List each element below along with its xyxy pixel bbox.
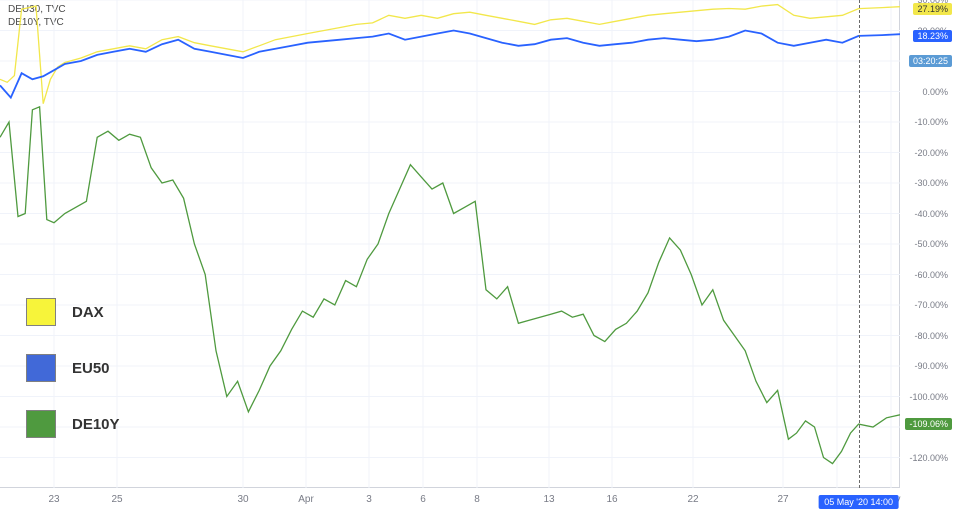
y-tick-label: 0.00% — [922, 87, 948, 97]
legend-swatch — [26, 354, 56, 382]
legend: DAX EU50 DE10Y — [26, 298, 120, 466]
legend-label: DAX — [72, 304, 104, 321]
series-dax — [0, 5, 900, 104]
value-tag-dax: 27.19% — [913, 3, 952, 15]
legend-row: EU50 — [26, 354, 120, 382]
legend-label: DE10Y — [72, 416, 120, 433]
legend-label: EU50 — [72, 360, 110, 377]
y-tick-label: -70.00% — [914, 300, 948, 310]
y-tick-label: -120.00% — [909, 453, 948, 463]
y-tick-label: -80.00% — [914, 331, 948, 341]
countdown-tag: 03:20:25 — [909, 55, 952, 67]
y-tick-label: -40.00% — [914, 209, 948, 219]
crosshair-vertical — [859, 0, 860, 488]
y-tick-label: -60.00% — [914, 270, 948, 280]
series-group — [0, 5, 900, 464]
y-tick-label: -10.00% — [914, 117, 948, 127]
x-axis[interactable]: 232530Apr3681316222729May05 May '20 14:0… — [0, 488, 900, 512]
legend-row: DAX — [26, 298, 120, 326]
x-tick-label: 25 — [111, 494, 122, 505]
value-tag-eu50: 18.23% — [913, 30, 952, 42]
chart-container: DEU30, TVC DE10Y, TVC 30.00%20.00%10.00%… — [0, 0, 954, 512]
legend-row: DE10Y — [26, 410, 120, 438]
x-tick-label: 30 — [237, 494, 248, 505]
x-tick-label: 27 — [777, 494, 788, 505]
y-axis[interactable]: 30.00%20.00%10.00%0.00%-10.00%-20.00%-30… — [900, 0, 954, 488]
y-tick-label: -90.00% — [914, 361, 948, 371]
value-tag-de10y: -109.06% — [905, 418, 952, 430]
x-tick-label: 3 — [366, 494, 372, 505]
y-tick-label: -50.00% — [914, 239, 948, 249]
x-tick-label: 6 — [420, 494, 426, 505]
x-tick-label: Apr — [298, 494, 314, 505]
y-tick-label: -20.00% — [914, 148, 948, 158]
series-eu50 — [0, 31, 900, 98]
x-tick-label: 8 — [474, 494, 480, 505]
crosshair-date-tag: 05 May '20 14:00 — [818, 495, 899, 509]
y-tick-label: -30.00% — [914, 178, 948, 188]
x-tick-label: 23 — [48, 494, 59, 505]
legend-swatch — [26, 410, 56, 438]
x-tick-label: 22 — [687, 494, 698, 505]
chart-svg — [0, 0, 900, 488]
grid — [0, 0, 900, 488]
y-tick-label: -100.00% — [909, 392, 948, 402]
legend-swatch — [26, 298, 56, 326]
x-tick-label: 16 — [606, 494, 617, 505]
series-de10y — [0, 107, 900, 464]
x-tick-label: 13 — [543, 494, 554, 505]
plot-area[interactable] — [0, 0, 900, 488]
